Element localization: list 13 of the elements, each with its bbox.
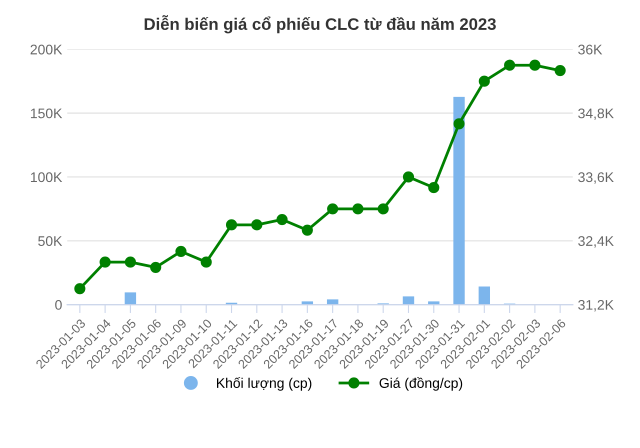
y-tick-label: 100K — [30, 172, 62, 182]
y-tick-label: 0 — [55, 300, 62, 310]
y2-tick-label: 36K — [578, 44, 602, 54]
y-tick-label: 200K — [30, 44, 62, 54]
y2-tick-label: 31,2K — [578, 300, 614, 312]
y-tick-label: 150K — [30, 108, 62, 118]
legend-label: Khối lượng (cp) — [216, 377, 312, 391]
legend-label: Giá (đồng/cp) — [380, 377, 462, 391]
y2-tick-label: 32,4K — [578, 236, 614, 248]
y2-tick-label: 33,6K — [578, 172, 614, 184]
y2-tick-label: 34,8K — [578, 108, 614, 120]
y-tick-label: 50K — [38, 236, 62, 246]
chart-title: Diễn biến giá cổ phiếu CLC từ đầu năm 2023 — [144, 15, 496, 34]
